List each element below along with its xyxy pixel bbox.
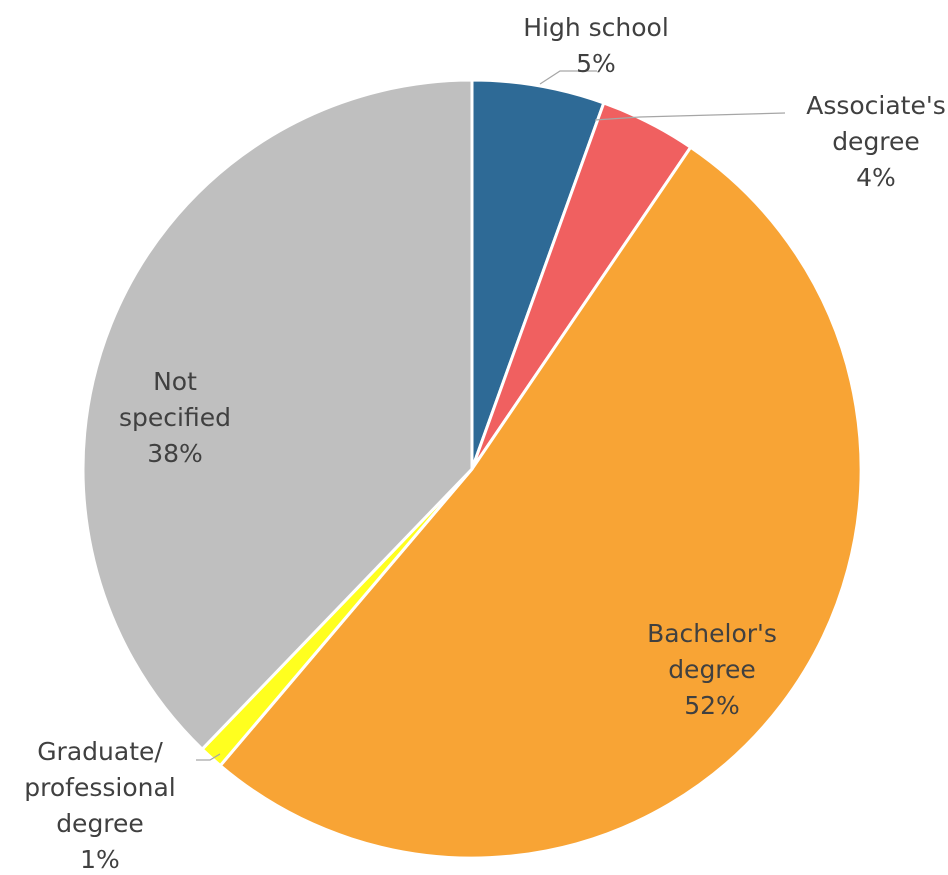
slice-label-line: 1% — [80, 845, 120, 874]
pie-slice-high-school — [470, 78, 606, 471]
slice-label: High school 5% — [523, 13, 669, 78]
slice-label: Associate's degree 4% — [806, 91, 946, 192]
slice-label-line: professional — [24, 773, 175, 802]
slice-label-line: High school — [523, 13, 669, 42]
pie-slice-not-specified — [81, 78, 474, 751]
leader-line — [539, 70, 597, 85]
slice-label-line: 52% — [684, 691, 740, 720]
slice-label-line: 4% — [856, 163, 896, 192]
slice-label: Bachelor's degree 52% — [647, 619, 777, 720]
pie-slices — [81, 78, 863, 860]
slice-label-line: Not — [153, 367, 197, 396]
slice-label: Not specified 38% — [119, 367, 231, 468]
slice-label: Graduate/professional degree 1% — [24, 737, 175, 874]
slice-labels: High school 5% Associate's degree 4% Bachelor… — [24, 13, 946, 874]
leader-line — [594, 112, 786, 121]
slice-label-line: Bachelor's — [647, 619, 777, 648]
slice-label-line: degree — [56, 809, 144, 838]
pie-slice-bachelor-s-degree — [218, 145, 863, 860]
slice-label-line: degree — [832, 127, 920, 156]
leader-line — [196, 753, 221, 761]
slice-label-line: 38% — [147, 439, 203, 468]
slice-label-line: Associate's — [806, 91, 946, 120]
slice-label-line: 5% — [576, 49, 616, 78]
slice-label-line: degree — [668, 655, 756, 684]
leader-lines — [196, 70, 786, 761]
slice-label-line: specified — [119, 403, 231, 432]
slice-label-line: Graduate/ — [37, 737, 163, 766]
